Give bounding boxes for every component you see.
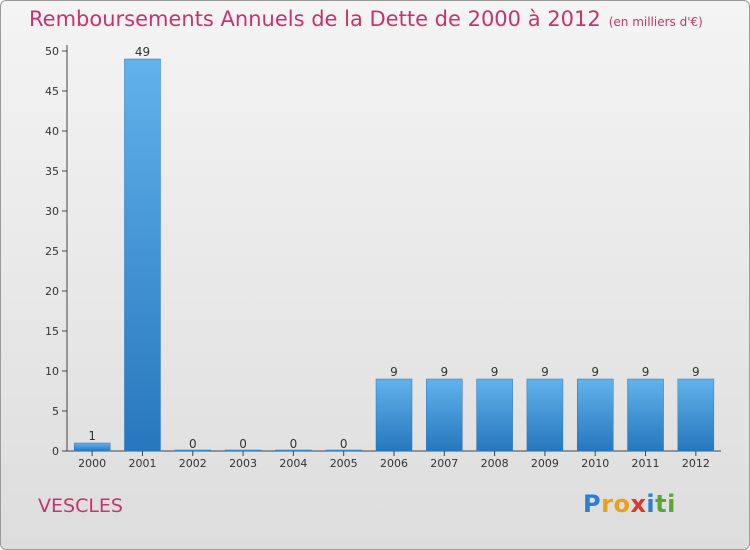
x-tick-label: 2012 bbox=[682, 457, 710, 470]
bar-data-label: 9 bbox=[692, 365, 700, 379]
commune-name: VESCLES bbox=[38, 495, 123, 517]
logo-letter: o bbox=[613, 490, 631, 518]
bar-data-label: 9 bbox=[390, 365, 398, 379]
bar-data-label: 9 bbox=[440, 365, 448, 379]
bar-data-label: 49 bbox=[135, 45, 150, 59]
x-tick-label: 2006 bbox=[380, 457, 408, 470]
bar-data-label: 9 bbox=[541, 365, 549, 379]
chart-title-text: Remboursements Annuels de la Dette de 20… bbox=[29, 7, 601, 31]
x-tick-label: 2001 bbox=[128, 457, 156, 470]
x-tick-label: 2005 bbox=[330, 457, 358, 470]
bar-data-label: 0 bbox=[239, 437, 247, 451]
x-tick-label: 2009 bbox=[531, 457, 559, 470]
x-tick-label: 2007 bbox=[430, 457, 458, 470]
y-tick-label: 50 bbox=[45, 45, 59, 58]
chart-title: Remboursements Annuels de la Dette de 20… bbox=[29, 7, 703, 31]
proxiti-logo: Proxiti bbox=[583, 490, 676, 518]
bar bbox=[73, 442, 111, 452]
x-tick-label: 2008 bbox=[481, 457, 509, 470]
y-tick-label: 35 bbox=[45, 165, 59, 178]
logo-letter: r bbox=[601, 490, 614, 518]
bar bbox=[375, 378, 413, 452]
bar bbox=[476, 378, 513, 452]
bar-data-label: 0 bbox=[290, 437, 298, 451]
x-tick-label: 2004 bbox=[279, 457, 307, 470]
bar bbox=[526, 378, 564, 452]
logo-letter: i bbox=[646, 490, 656, 518]
x-tick-label: 2002 bbox=[179, 457, 207, 470]
x-tick-label: 2003 bbox=[229, 457, 257, 470]
y-tick-label: 45 bbox=[45, 85, 59, 98]
y-tick-label: 15 bbox=[45, 325, 59, 338]
x-tick-label: 2010 bbox=[581, 457, 609, 470]
logo-letter: t bbox=[655, 490, 668, 518]
x-tick-label: 2011 bbox=[632, 457, 660, 470]
chart-unit: (en milliers d'€) bbox=[608, 15, 703, 29]
y-tick-label: 10 bbox=[45, 365, 59, 378]
y-tick-label: 25 bbox=[45, 245, 59, 258]
x-tick-label: 2000 bbox=[78, 457, 106, 470]
bar-data-label: 9 bbox=[491, 365, 499, 379]
y-tick-label: 0 bbox=[52, 445, 59, 458]
bar bbox=[627, 378, 664, 452]
bar-data-label: 9 bbox=[642, 365, 650, 379]
y-tick-label: 5 bbox=[52, 405, 59, 418]
y-tick-label: 20 bbox=[45, 285, 59, 298]
bar-data-label: 9 bbox=[591, 365, 599, 379]
y-tick-label: 30 bbox=[45, 205, 59, 218]
bar-data-label: 1 bbox=[88, 429, 96, 443]
y-tick-label: 40 bbox=[45, 125, 59, 138]
bar bbox=[576, 378, 614, 452]
bar bbox=[677, 378, 715, 452]
bar-data-label: 0 bbox=[340, 437, 348, 451]
bar-data-label: 0 bbox=[189, 437, 197, 451]
logo-letter: P bbox=[583, 490, 602, 518]
bar bbox=[124, 58, 161, 452]
logo-letter: i bbox=[667, 490, 676, 518]
bar bbox=[426, 378, 463, 452]
logo-letter: x bbox=[630, 490, 647, 518]
